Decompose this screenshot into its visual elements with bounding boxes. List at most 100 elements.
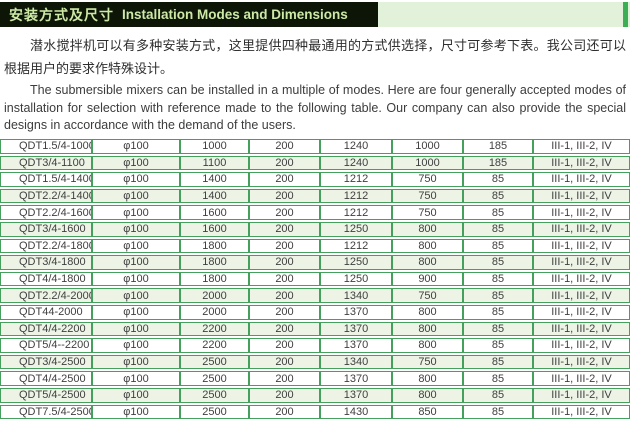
table-cell: 1212 (320, 205, 392, 220)
table-cell: 850 (392, 404, 463, 420)
table-cell: 800 (392, 238, 463, 254)
table-cell: 85 (463, 304, 533, 320)
table-cell: 85 (463, 354, 533, 370)
table-cell: 200 (249, 205, 320, 220)
header-accent-bar (623, 2, 628, 27)
dimensions-table-body: QDT1.5/4-1000 φ100 1000 200 1240 1000 185 III-1… (0, 139, 630, 420)
model-cell: QDT2.2/4-1400 (0, 188, 92, 204)
table-cell: 1800 (180, 238, 249, 254)
table-cell: 1340 (320, 354, 392, 370)
table-cell: 85 (463, 172, 533, 187)
table-cell: 85 (463, 221, 533, 237)
table-cell: 2500 (180, 404, 249, 420)
table-cell: 85 (463, 288, 533, 303)
table-cell: φ100 (92, 155, 180, 171)
table-cell: φ100 (92, 172, 180, 187)
table-cell: 85 (463, 205, 533, 220)
table-cell: 200 (249, 188, 320, 204)
model-cell: QDT7.5/4-2500 (0, 404, 92, 420)
header-band: 安装方式及尺寸 Installation Modes and Dimension… (0, 2, 630, 27)
table-cell: III-1, III-2, IV (533, 188, 630, 204)
table-cell: 85 (463, 387, 533, 403)
table-cell: 1370 (320, 321, 392, 337)
table-cell: 1212 (320, 172, 392, 187)
table-cell: φ100 (92, 139, 180, 154)
table-cell: 2000 (180, 288, 249, 303)
table-row: QDT2.2/4-1600 φ100 1600 200 1212 750 85 III-1, … (0, 205, 630, 220)
table-cell: 185 (463, 139, 533, 154)
table-cell: 2200 (180, 338, 249, 353)
table-cell: 1240 (320, 155, 392, 171)
table-cell: 800 (392, 338, 463, 353)
model-cell: QDT44-2000 (0, 304, 92, 320)
table-row: QDT4/4-1800 φ100 1800 200 1250 900 85 III-1, II… (0, 271, 630, 287)
model-cell: QDT3/4-1800 (0, 255, 92, 270)
table-cell: 200 (249, 255, 320, 270)
table-cell: 800 (392, 387, 463, 403)
model-cell: QDT2.2/4-1600 (0, 205, 92, 220)
model-cell: QDT3/4-1600 (0, 221, 92, 237)
table-cell: 750 (392, 205, 463, 220)
table-cell: III-1, III-2, IV (533, 271, 630, 287)
table-cell: 85 (463, 238, 533, 254)
section-title-zh: 安装方式及尺寸 (9, 6, 114, 23)
model-cell: QDT1.5/4-1400 (0, 172, 92, 187)
table-cell: 85 (463, 255, 533, 270)
table-cell: 200 (249, 321, 320, 337)
table-cell: 1400 (180, 188, 249, 204)
table-cell: 85 (463, 404, 533, 420)
table-cell: 750 (392, 188, 463, 204)
table-cell: 1600 (180, 221, 249, 237)
table-cell: 85 (463, 271, 533, 287)
table-cell: III-1, III-2, IV (533, 338, 630, 353)
table-cell: 800 (392, 255, 463, 270)
table-row: QDT1.5/4-1000 φ100 1000 200 1240 1000 185 III-1… (0, 139, 630, 154)
intro-paragraph-en: The submersible mixers can be installed … (4, 83, 626, 132)
model-cell: QDT1.5/4-1000 (0, 139, 92, 154)
model-cell: QDT5/4--2200 (0, 338, 92, 353)
table-cell: 85 (463, 371, 533, 386)
table-cell: 1600 (180, 205, 249, 220)
table-cell: 1340 (320, 288, 392, 303)
model-cell: QDT3/4-1100 (0, 155, 92, 171)
table-cell: 1250 (320, 271, 392, 287)
table-cell: φ100 (92, 304, 180, 320)
table-cell: III-1, III-2, IV (533, 139, 630, 154)
table-cell: 1400 (180, 172, 249, 187)
table-row: QDT4/4-2500 φ100 2500 200 1370 800 85 III-1, II… (0, 371, 630, 386)
table-cell: φ100 (92, 288, 180, 303)
table-cell: φ100 (92, 255, 180, 270)
model-cell: QDT3/4-2500 (0, 354, 92, 370)
table-cell: 200 (249, 338, 320, 353)
table-row: QDT3/4-2500 φ100 2500 200 1340 750 85 III-1, II… (0, 354, 630, 370)
model-cell: QDT5/4-2500 (0, 387, 92, 403)
table-cell: 1430 (320, 404, 392, 420)
section-title-bar: 安装方式及尺寸 Installation Modes and Dimension… (0, 2, 378, 27)
intro-paragraph-zh: 潜水搅拌机可以有多种安装方式，这里提供四种最通用的方式供选择，尺寸可参考下表。我… (4, 38, 626, 76)
table-cell: φ100 (92, 271, 180, 287)
table-cell: 1250 (320, 221, 392, 237)
table-row: QDT44-2000 φ100 2000 200 1370 800 85 III-1, III… (0, 304, 630, 320)
table-cell: φ100 (92, 188, 180, 204)
table-cell: 2500 (180, 354, 249, 370)
table-cell: 1370 (320, 387, 392, 403)
table-cell: 1000 (392, 139, 463, 154)
table-cell: 800 (392, 304, 463, 320)
table-cell: 1212 (320, 238, 392, 254)
table-cell: 85 (463, 321, 533, 337)
table-cell: 800 (392, 221, 463, 237)
table-row: QDT2.2/4-1400 φ100 1400 200 1212 750 85 III-1, … (0, 188, 630, 204)
table-cell: 1000 (180, 139, 249, 154)
table-cell: 800 (392, 321, 463, 337)
table-cell: 200 (249, 387, 320, 403)
table-cell: 200 (249, 172, 320, 187)
table-cell: 1212 (320, 188, 392, 204)
table-cell: III-1, III-2, IV (533, 238, 630, 254)
table-cell: φ100 (92, 404, 180, 420)
table-cell: III-1, III-2, IV (533, 304, 630, 320)
table-cell: 1800 (180, 255, 249, 270)
table-cell: III-1, III-2, IV (533, 221, 630, 237)
table-cell: 750 (392, 172, 463, 187)
table-cell: III-1, III-2, IV (533, 371, 630, 386)
table-cell: φ100 (92, 238, 180, 254)
